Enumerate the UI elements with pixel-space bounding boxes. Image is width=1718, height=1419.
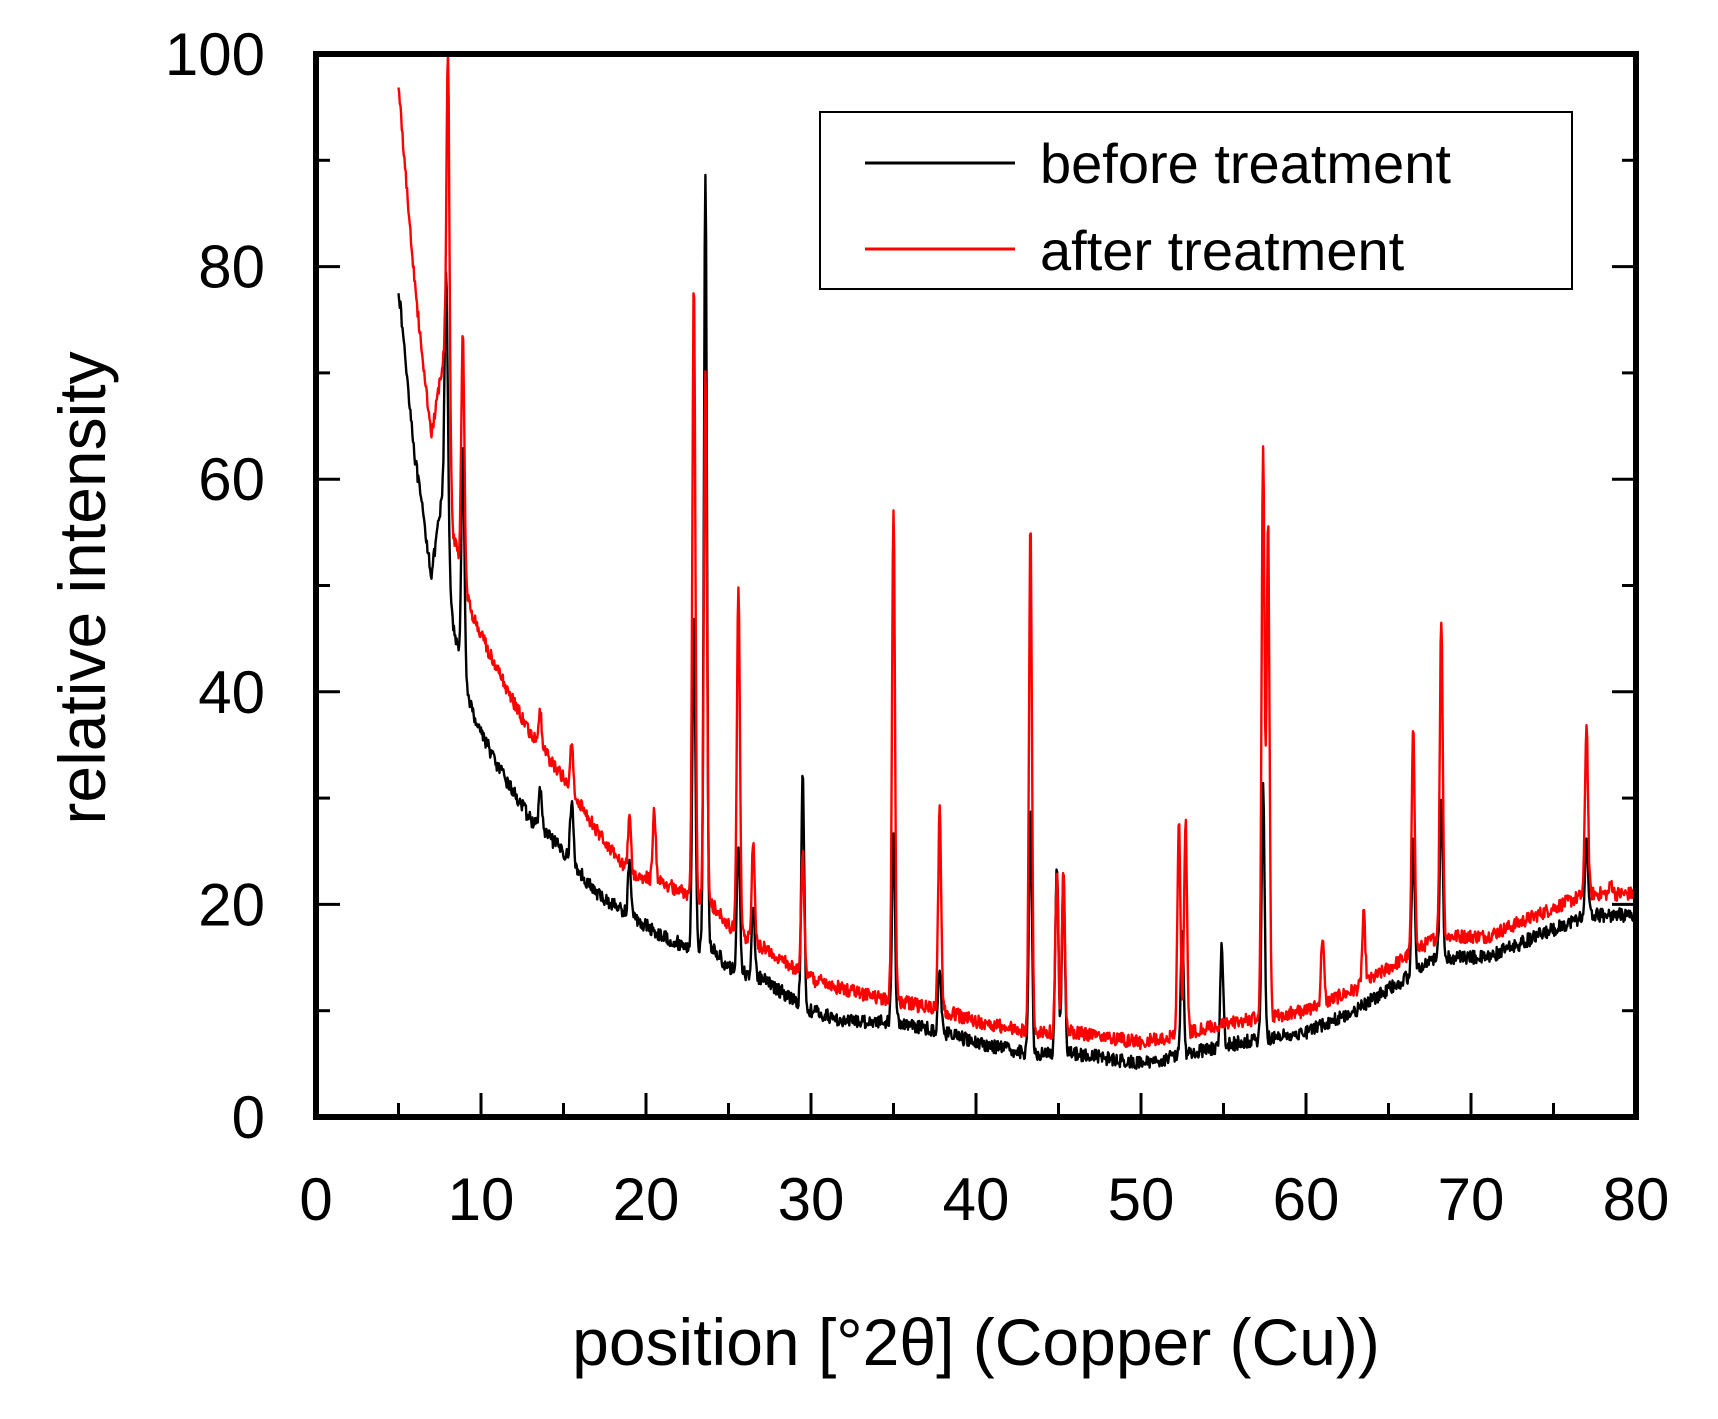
x-tick-label-60: 60 [1273,1166,1340,1233]
y-tick-label-40: 40 [198,659,265,726]
x-tick-label-40: 40 [943,1166,1010,1233]
y-tick-labels: 0 20 40 60 80 100 [165,21,265,1151]
x-tick-label-70: 70 [1438,1166,1505,1233]
legend: before treatment after treatment [819,111,1573,290]
y-tick-label-0: 0 [232,1084,265,1151]
plot-frame [313,51,1639,1120]
series-layer [397,52,1638,1070]
x-tick-label-50: 50 [1108,1166,1175,1233]
x-tick-label-0: 0 [299,1166,332,1233]
y-tick-label-60: 60 [198,446,265,513]
x-tick-label-20: 20 [613,1166,680,1233]
x-axis-title: position [°2θ] (Copper (Cu)) [572,1305,1380,1379]
series-line-after-treatment [397,52,1638,1051]
legend-label-before-treatment: before treatment [1040,132,1451,195]
y-axis-title: relative intensity [45,351,119,824]
y-tick-label-100: 100 [165,21,265,88]
legend-label-after-treatment: after treatment [1040,219,1405,282]
legend-box [819,111,1573,290]
series-line-before-treatment [397,173,1638,1070]
y-tick-label-20: 20 [198,871,265,938]
y-tick-label-80: 80 [198,234,265,301]
x-tick-label-10: 10 [448,1166,515,1233]
x-tick-label-80: 80 [1603,1166,1670,1233]
x-tick-labels: 0 10 20 30 40 50 60 70 80 [299,1166,1669,1233]
x-tick-marks [314,1093,1638,1117]
x-tick-label-30: 30 [778,1166,845,1233]
